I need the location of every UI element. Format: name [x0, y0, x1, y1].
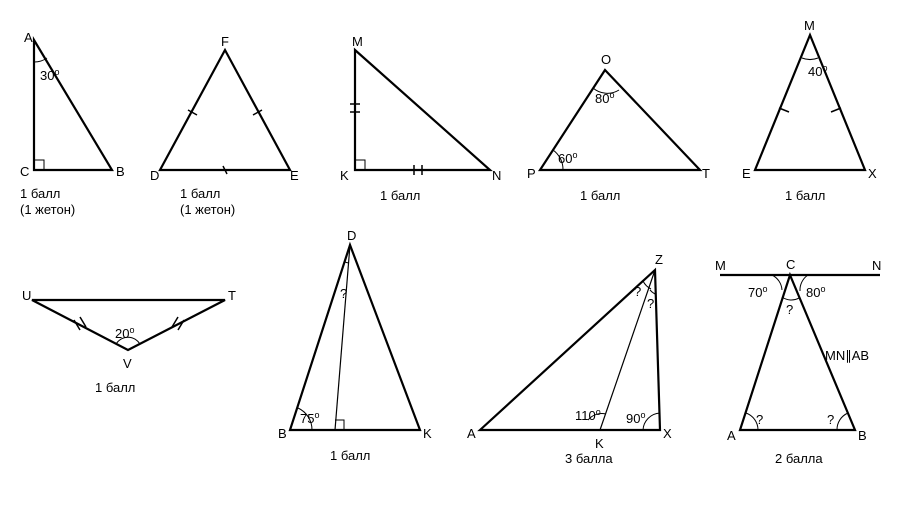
d7-q: ?: [340, 286, 347, 301]
d4-P: P: [527, 166, 536, 181]
d1-cap1: 1 балл: [20, 186, 60, 201]
d4-cap: 1 балл: [580, 188, 620, 203]
diagram-4: O P T 80o 60o 1 балл: [527, 52, 710, 203]
d9-N: N: [872, 258, 881, 273]
d7-cap: 1 балл: [330, 448, 370, 463]
d8-K: K: [595, 436, 604, 451]
diagram-8: A X Z K 110o 90o ? ? 3 балла: [467, 252, 672, 466]
d5-X: X: [868, 166, 877, 181]
svg-text:?: ?: [827, 412, 834, 427]
d2-D: D: [150, 168, 159, 183]
d1-A: A: [24, 30, 33, 45]
svg-text:110o: 110o: [575, 407, 601, 423]
d2-cap2: (1 жетон): [180, 202, 235, 217]
d4-O: O: [601, 52, 611, 67]
d4-T: T: [702, 166, 710, 181]
d8-cap: 3 балла: [565, 451, 613, 466]
d3-cap: 1 балл: [380, 188, 420, 203]
d1-cap2: (1 жетон): [20, 202, 75, 217]
d7-D: D: [347, 228, 356, 243]
d8-A: A: [467, 426, 476, 441]
svg-text:75o: 75o: [300, 410, 319, 426]
d3-K: K: [340, 168, 349, 183]
d8-X: X: [663, 426, 672, 441]
svg-text:?: ?: [786, 302, 793, 317]
svg-text:40o: 40o: [808, 63, 827, 79]
d9-A: A: [727, 428, 736, 443]
svg-text:?: ?: [634, 284, 641, 299]
d6-U: U: [22, 288, 31, 303]
svg-text:70o: 70o: [748, 284, 767, 300]
d2-cap1: 1 балл: [180, 186, 220, 201]
d5-cap: 1 балл: [785, 188, 825, 203]
diagram-7: D B K 75o ? 1 балл: [278, 228, 432, 463]
diagram-9: M N C A B 70o 80o ? ? ? MN∥AB 2 балла: [715, 257, 881, 466]
d1-C: C: [20, 164, 29, 179]
d9-cap: 2 балла: [775, 451, 823, 466]
diagram-6: U T V 20o 1 балл: [22, 288, 236, 395]
d6-T: T: [228, 288, 236, 303]
d1-B: B: [116, 164, 125, 179]
d5-M: M: [804, 18, 815, 33]
svg-text:80o: 80o: [595, 90, 614, 106]
svg-text:?: ?: [647, 296, 654, 311]
diagram-1: A C B 30o 1 балл (1 жетон): [20, 30, 125, 217]
diagram-2: F D E 1 балл (1 жетон): [150, 34, 299, 217]
diagram-5: M E X 40o 1 балл: [742, 18, 877, 203]
svg-text:90o: 90o: [626, 410, 645, 426]
d3-N: N: [492, 168, 501, 183]
svg-text:20o: 20o: [115, 325, 134, 341]
svg-text:30o: 30o: [40, 67, 59, 83]
d9-B: B: [858, 428, 867, 443]
d7-K: K: [423, 426, 432, 441]
d9-C: C: [786, 257, 795, 272]
d5-E: E: [742, 166, 751, 181]
svg-text:60o: 60o: [558, 150, 577, 166]
svg-text:80o: 80o: [806, 284, 825, 300]
d9-parallel: MN∥AB: [825, 348, 869, 363]
d3-M: M: [352, 34, 363, 49]
d6-V: V: [123, 356, 132, 371]
d2-E: E: [290, 168, 299, 183]
d8-Z: Z: [655, 252, 663, 267]
d2-F: F: [221, 34, 229, 49]
diagram-3: M K N 1 балл: [340, 34, 501, 203]
d9-M: M: [715, 258, 726, 273]
svg-text:?: ?: [756, 412, 763, 427]
d6-cap: 1 балл: [95, 380, 135, 395]
d7-B: B: [278, 426, 287, 441]
d1-angle: 30: [40, 68, 54, 83]
worksheet-svg: A C B 30o 1 балл (1 жетон) F D E 1 балл …: [0, 0, 903, 516]
